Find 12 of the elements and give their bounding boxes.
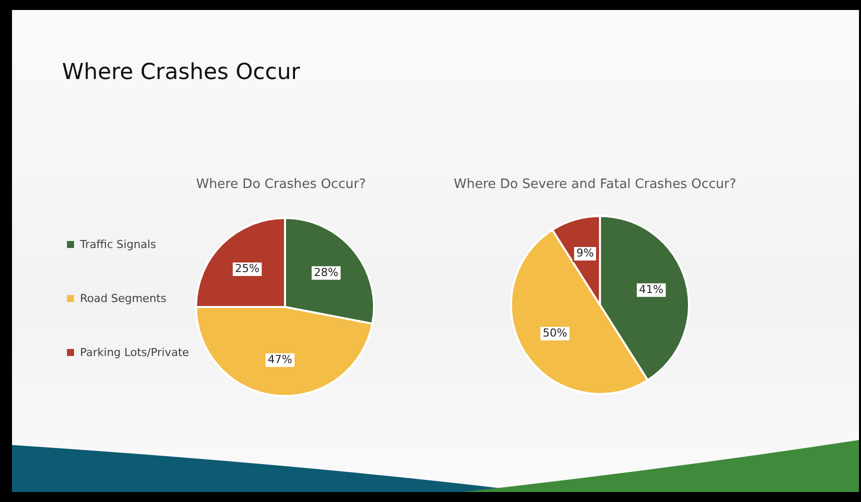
text: Where Crashes Occur — [62, 60, 300, 85]
data-label: 28% — [314, 266, 338, 279]
legend-label: Traffic Signals — [79, 238, 156, 251]
data-label: 9% — [576, 246, 594, 260]
data-label: 50% — [542, 326, 568, 340]
legend-label: Parking Lots/Private — [79, 346, 190, 359]
legend-label: Road Segments — [79, 292, 166, 305]
data-label: 25% — [235, 262, 260, 276]
data-label: 41% — [639, 282, 664, 296]
data-label: 47% — [268, 353, 292, 366]
chart-title: Where Do Severe and Fatal Crashes Occur? — [454, 177, 736, 192]
chart-title: Where Do Crashes Occur? — [196, 177, 366, 192]
